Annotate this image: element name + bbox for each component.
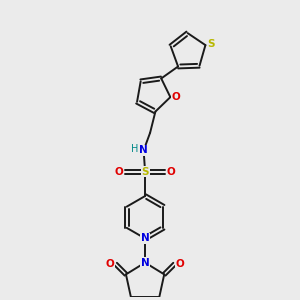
Text: N: N [141, 258, 149, 268]
Text: O: O [115, 167, 124, 177]
Text: H: H [131, 144, 139, 154]
Text: N: N [139, 146, 148, 155]
Text: O: O [176, 259, 184, 269]
Text: O: O [172, 92, 181, 102]
Text: O: O [106, 259, 115, 269]
Text: O: O [167, 167, 176, 177]
Text: S: S [208, 39, 215, 49]
Text: N: N [141, 233, 149, 244]
Text: S: S [141, 167, 149, 177]
